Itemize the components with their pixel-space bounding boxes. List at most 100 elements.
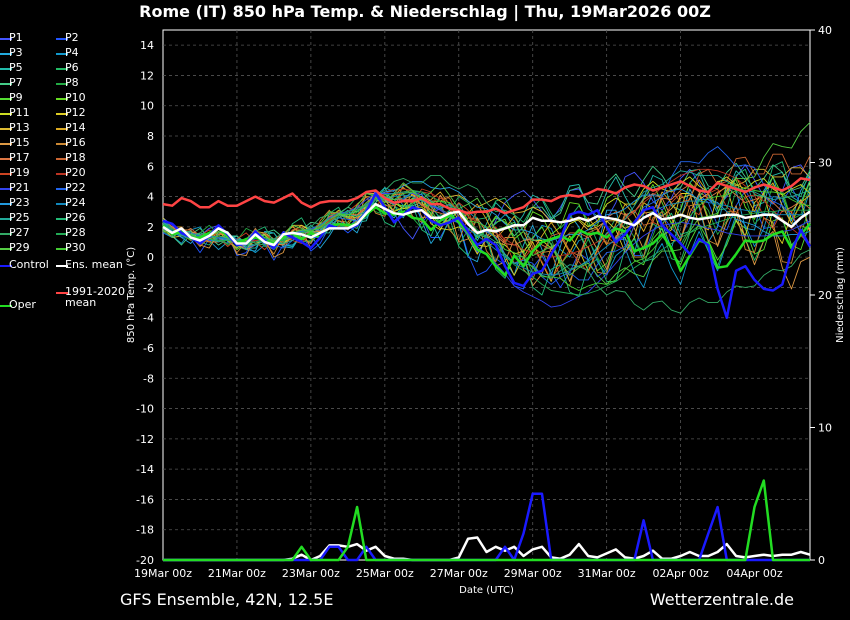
legend-swatch — [56, 98, 68, 100]
legend-swatch — [56, 38, 68, 40]
y2-tick-label: 20 — [818, 289, 832, 302]
legend-swatch — [56, 83, 68, 85]
x-tick-label: 27Mar 00z — [430, 567, 488, 580]
legend-label: P27 — [9, 226, 30, 239]
y-tick-label: -8 — [143, 372, 154, 385]
legend-label: P26 — [65, 211, 86, 224]
legend-label: P16 — [65, 136, 86, 149]
legend-swatch — [56, 143, 68, 145]
y-tick-label: -20 — [136, 554, 154, 567]
y2-tick-label: 40 — [818, 24, 832, 37]
model-label: GFS Ensemble, 42N, 12.5E — [120, 590, 334, 609]
legend-label: P10 — [65, 91, 86, 104]
legend-label: Oper — [9, 298, 36, 311]
legend-label: Control — [9, 258, 49, 271]
legend-swatch — [0, 113, 12, 115]
x-tick-label: 19Mar 00z — [134, 567, 192, 580]
legend-swatch — [56, 53, 68, 55]
legend-swatch — [0, 83, 12, 85]
x-tick-label: 29Mar 00z — [504, 567, 562, 580]
plot-frame — [162, 29, 811, 561]
y-tick-label: -2 — [143, 281, 154, 294]
legend-swatch — [0, 218, 12, 220]
legend-swatch — [0, 128, 12, 130]
legend-swatch — [56, 158, 68, 160]
legend-swatch — [0, 248, 12, 250]
legend-swatch — [0, 173, 12, 175]
source-label: Wetterzentrale.de — [649, 590, 794, 609]
member-line — [162, 193, 811, 287]
legend-swatch — [0, 265, 12, 267]
y-tick-label: -4 — [143, 312, 154, 325]
legend-swatch — [0, 143, 12, 145]
member-line — [162, 187, 811, 291]
legend-label: P13 — [9, 121, 30, 134]
x-tick-label: 21Mar 00z — [208, 567, 266, 580]
y2-tick-label: 10 — [818, 422, 832, 435]
x-tick-label: 25Mar 00z — [356, 567, 414, 580]
legend-swatch — [0, 53, 12, 55]
legend-label: Ens. mean — [65, 258, 123, 271]
member-line — [162, 174, 811, 314]
legend-swatch — [56, 218, 68, 220]
legend-swatch — [56, 292, 68, 294]
legend-label: P8 — [65, 76, 79, 89]
y-tick-label: -14 — [136, 463, 154, 476]
y2-tick-label: 30 — [818, 157, 832, 170]
legend-label: P30 — [65, 241, 86, 254]
legend-label: P21 — [9, 181, 30, 194]
y-tick-label: 8 — [147, 130, 154, 143]
y-tick-label: 0 — [147, 251, 154, 264]
y-tick-label: 10 — [140, 100, 154, 113]
chart-title: Rome (IT) 850 hPa Temp. & Niederschlag |… — [139, 2, 711, 21]
legend-label: P7 — [9, 76, 23, 89]
y-tick-label: 6 — [147, 160, 154, 173]
legend-swatch — [0, 98, 12, 100]
legend-label: P25 — [9, 211, 30, 224]
x-axis-label: Date (UTC) — [459, 585, 514, 596]
y2-axis-label: Niederschlag (mm) — [835, 247, 846, 343]
x-tick-label: 04Apr 00z — [726, 567, 783, 580]
legend-label: P2 — [65, 31, 79, 44]
y-tick-label: -6 — [143, 342, 154, 355]
x-tick-label: 02Apr 00z — [652, 567, 709, 580]
ens-mean-line — [162, 202, 811, 247]
legend-label: P12 — [65, 106, 86, 119]
legend-swatch — [56, 188, 68, 190]
legend-label: P20 — [65, 166, 86, 179]
legend-label: 1991-2020 mean — [65, 285, 125, 309]
legend-swatch — [56, 265, 68, 267]
legend-label: P29 — [9, 241, 30, 254]
legend-label: P24 — [65, 196, 86, 209]
legend-label: P14 — [65, 121, 86, 134]
legend-swatch — [56, 248, 68, 250]
y-tick-label: 14 — [140, 39, 154, 52]
member-line — [162, 170, 811, 249]
legend-label: P28 — [65, 226, 86, 239]
y-tick-label: -18 — [136, 524, 154, 537]
y-tick-label: -16 — [136, 493, 154, 506]
legend-swatch — [0, 158, 12, 160]
climate-mean-line — [162, 177, 811, 215]
legend-label: P5 — [9, 61, 23, 74]
y-tick-label: -10 — [136, 403, 154, 416]
legend-swatch — [0, 38, 12, 40]
y-tick-label: 12 — [140, 69, 154, 82]
precip-oper-line — [163, 479, 810, 562]
member-line — [162, 194, 811, 276]
y2-tick-label: 0 — [818, 554, 825, 567]
legend-label: P23 — [9, 196, 30, 209]
legend-label: P6 — [65, 61, 79, 74]
control-line — [162, 192, 812, 319]
legend-swatch — [56, 233, 68, 235]
legend-label: P18 — [65, 151, 86, 164]
legend-label: P17 — [9, 151, 30, 164]
legend-swatch — [0, 203, 12, 205]
legend-label: P4 — [65, 46, 79, 59]
legend-label: P15 — [9, 136, 30, 149]
legend-label: P1 — [9, 31, 23, 44]
y-tick-label: 4 — [147, 191, 154, 204]
legend-swatch — [0, 188, 12, 190]
legend-swatch — [56, 128, 68, 130]
